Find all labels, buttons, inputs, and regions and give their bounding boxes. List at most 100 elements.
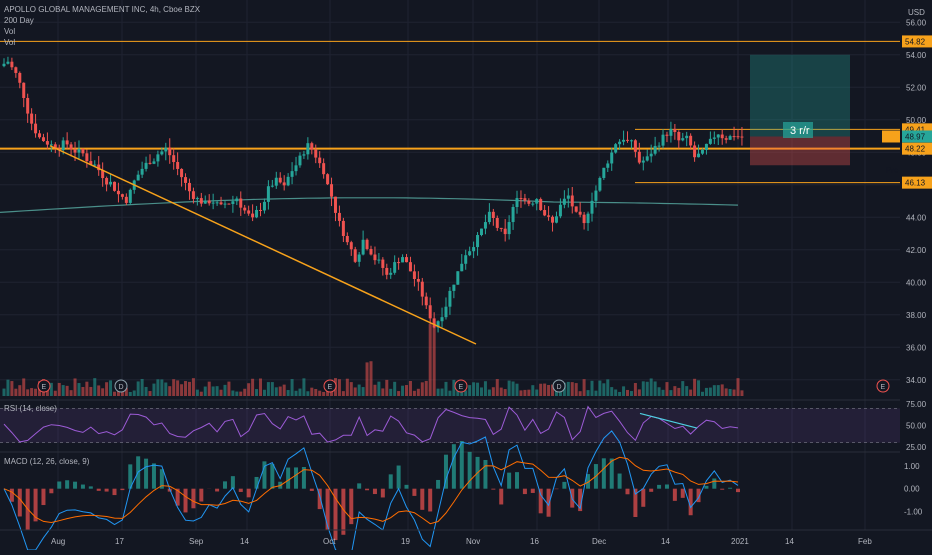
candle-body <box>662 135 665 146</box>
candle-body <box>70 144 73 149</box>
volume-bar <box>176 380 179 396</box>
macd-hist-bar <box>41 489 45 505</box>
macd-hist-bar <box>231 476 235 489</box>
macd-hist-bar <box>641 489 645 507</box>
volume-bar <box>650 378 653 396</box>
price-tick-label: 44.00 <box>906 213 927 222</box>
candle-body <box>567 196 570 199</box>
volume-bar <box>255 389 258 396</box>
volume-bar <box>401 386 404 396</box>
candle-body <box>66 140 69 144</box>
volume-bar <box>512 381 515 396</box>
candle-body <box>326 174 329 184</box>
volume-bar <box>251 379 254 396</box>
macd-legend[interactable]: MACD (12, 26, close, 9) <box>4 457 89 466</box>
candle-body <box>480 229 483 235</box>
candle-body <box>74 149 77 152</box>
candle-body <box>618 142 621 144</box>
volume-bar <box>62 385 65 396</box>
volume-bar <box>638 389 641 396</box>
candle-body <box>626 140 629 141</box>
candle-body <box>709 139 712 144</box>
volume-bar <box>484 381 487 396</box>
candle-body <box>559 205 562 217</box>
macd-hist-bar <box>105 489 109 492</box>
candle-body <box>401 257 404 262</box>
volume-bar <box>733 390 736 396</box>
volume-bar <box>594 391 597 396</box>
candle-body <box>721 135 724 139</box>
candle-body <box>227 204 230 205</box>
volume-bar <box>413 391 416 396</box>
position-tool[interactable] <box>750 55 850 166</box>
candle-body <box>247 210 250 213</box>
volume-bar <box>192 378 195 396</box>
legend-symbol[interactable]: APOLLO GLOBAL MANAGEMENT INC, 4h, Cboe B… <box>4 4 200 15</box>
candle-body <box>14 67 17 73</box>
candle-body <box>456 271 459 284</box>
macd-hist-bar <box>499 489 503 505</box>
volume-bar <box>66 386 69 396</box>
volume-bar <box>283 385 286 396</box>
candle-body <box>409 262 412 271</box>
volume-bar <box>223 385 226 396</box>
volume-bar <box>34 389 37 396</box>
candle-body <box>441 317 444 321</box>
volume-bar <box>208 382 211 396</box>
time-tick-label: Sep <box>189 537 204 546</box>
legend-vol-2[interactable]: Vol <box>4 37 200 48</box>
volume-bar <box>295 391 298 396</box>
candle-body <box>113 182 116 191</box>
candle-body <box>271 186 274 187</box>
time-tick-label: 14 <box>661 537 670 546</box>
macd-hist-bar <box>736 489 740 492</box>
price-tick-label: 56.00 <box>906 18 927 27</box>
candle-body <box>362 240 365 255</box>
candle-body <box>141 169 144 175</box>
candle-body <box>563 199 566 205</box>
candle-body <box>42 137 45 141</box>
volume-bar <box>70 390 73 396</box>
volume-bar <box>602 383 605 396</box>
candle-body <box>598 178 601 191</box>
candle-body <box>184 177 187 183</box>
candle-body <box>701 150 704 154</box>
candle-body <box>429 305 432 318</box>
candle-body <box>650 154 653 157</box>
volume-bar <box>476 383 479 396</box>
event-marker-label: E <box>42 384 47 391</box>
candle-body <box>117 191 120 194</box>
candle-body <box>30 114 33 124</box>
macd-hist-bar <box>57 482 61 489</box>
macd-hist-bar <box>18 489 22 517</box>
volume-bar <box>22 378 25 396</box>
candle-body <box>547 215 550 216</box>
volume-bar <box>314 389 317 396</box>
volume-bar <box>385 380 388 396</box>
volume-bar <box>271 382 274 396</box>
candle-body <box>255 210 258 217</box>
volume-bar <box>729 389 732 396</box>
candle-body <box>176 162 179 169</box>
volume-bar <box>405 385 408 396</box>
legend-ma[interactable]: 200 Day <box>4 15 200 26</box>
volume-bar <box>346 379 349 396</box>
volume-bar <box>630 391 633 396</box>
candle-body <box>472 247 475 251</box>
volume-bar <box>685 386 688 396</box>
candle-body <box>243 208 246 211</box>
candle-body <box>298 156 301 166</box>
candle-body <box>508 222 511 234</box>
candle-body <box>204 201 207 204</box>
candle-body <box>152 161 155 163</box>
volume-bar <box>30 388 33 396</box>
legend-vol-1[interactable]: Vol <box>4 26 200 37</box>
candle-body <box>275 178 278 186</box>
volume-bar <box>18 385 21 396</box>
volume-bar <box>101 388 104 396</box>
rsi-legend[interactable]: RSI (14, close) <box>4 404 57 413</box>
candle-body <box>658 146 661 147</box>
macd-tick-label: -1.00 <box>904 507 923 516</box>
